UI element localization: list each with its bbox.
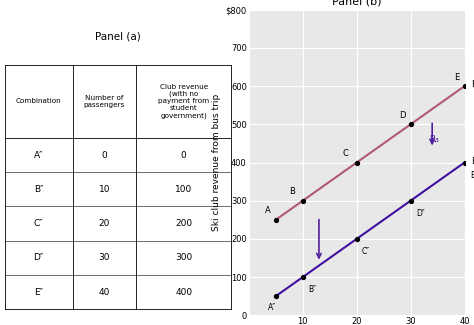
Text: A: A	[264, 206, 271, 215]
Text: A″: A″	[268, 303, 276, 312]
Title: Panel (b): Panel (b)	[332, 0, 382, 6]
Text: 0: 0	[101, 151, 107, 160]
Text: Panel (a): Panel (a)	[95, 31, 141, 41]
Text: 40: 40	[99, 288, 110, 296]
Text: D″: D″	[34, 253, 44, 262]
Text: C″: C″	[362, 247, 370, 256]
Text: E: E	[454, 72, 459, 82]
Text: R₃: R₃	[429, 135, 439, 144]
Text: D: D	[399, 111, 406, 120]
Text: E″: E″	[470, 171, 474, 180]
Text: 10: 10	[99, 185, 110, 194]
Text: B″: B″	[308, 285, 316, 294]
Text: B″: B″	[34, 185, 44, 194]
Text: 0: 0	[181, 151, 186, 160]
Text: E″: E″	[471, 157, 474, 166]
Y-axis label: Ski club revenue from bus trip: Ski club revenue from bus trip	[212, 94, 221, 231]
Text: D″: D″	[416, 209, 425, 218]
Text: 300: 300	[175, 253, 192, 262]
Text: C″: C″	[34, 219, 44, 228]
Text: E″: E″	[34, 288, 43, 296]
Text: 100: 100	[175, 185, 192, 194]
Text: 20: 20	[99, 219, 110, 228]
Text: 30: 30	[99, 253, 110, 262]
Text: Number of
passengers: Number of passengers	[84, 95, 125, 108]
Text: Club revenue
(with no
payment from
student
government): Club revenue (with no payment from stude…	[158, 84, 209, 119]
Text: B: B	[289, 187, 295, 196]
Text: 400: 400	[175, 288, 192, 296]
Text: 200: 200	[175, 219, 192, 228]
Text: A″: A″	[34, 151, 44, 160]
Text: Combination: Combination	[16, 98, 62, 104]
Text: C: C	[343, 149, 348, 158]
Text: R₁: R₁	[471, 81, 474, 89]
